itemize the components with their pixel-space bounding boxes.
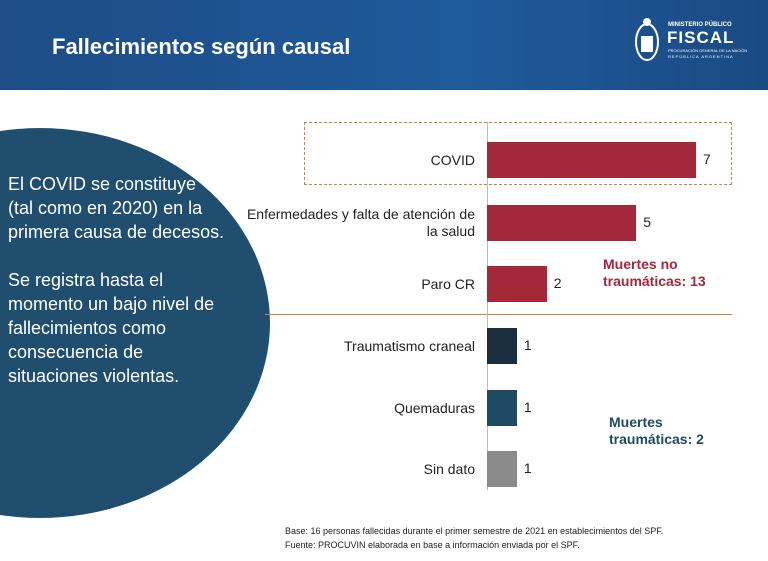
value-label: 1 — [523, 337, 532, 353]
logo-emblem — [635, 18, 659, 61]
value-label: 5 — [643, 214, 652, 230]
bar — [487, 328, 517, 364]
bar — [487, 390, 517, 426]
logo-line: PROCURACIÓN GENERAL DE LA NACIÓN — [668, 48, 748, 53]
side-paragraph: El COVID se constituye (tal como en 2020… — [8, 174, 225, 242]
value-label: 7 — [703, 151, 711, 167]
category-label: Sin dato — [423, 460, 475, 477]
category-label: Paro CR — [421, 275, 475, 292]
category-label: COVID — [430, 151, 475, 168]
bar — [487, 451, 517, 487]
footnote: Fuente: PROCUVIN elaborada en base a inf… — [285, 540, 580, 550]
category-label: Traumatismo craneal — [344, 337, 475, 354]
category-axis — [487, 122, 488, 490]
side-paragraph: Se registra hasta el momento un bajo niv… — [8, 270, 215, 386]
footnote: Base: 16 personas fallecidas durante el … — [285, 526, 664, 536]
annotation: Muertes no traumáticas: 13 — [603, 256, 706, 289]
category-label: Enfermedades y falta de atención de la s… — [246, 206, 475, 239]
slide-title: Fallecimientos según causal — [52, 34, 351, 59]
logo-line: REPÚBLICA ARGENTINA — [668, 54, 734, 59]
side-text: El COVID se constituye (tal como en 2020… — [8, 172, 226, 412]
group-separator — [265, 314, 732, 315]
logo-name: FISCAL — [667, 28, 735, 47]
value-label: 1 — [523, 460, 532, 476]
annotation: Muertes traumáticas: 2 — [609, 414, 704, 447]
bar — [487, 142, 696, 178]
bar — [487, 266, 547, 302]
highlight-box — [304, 122, 732, 185]
logo-line: MINISTERIO PÚBLICO — [668, 22, 732, 28]
value-label: 1 — [523, 399, 532, 415]
bar — [487, 205, 637, 241]
value-label: 2 — [553, 275, 562, 291]
category-label: Quemaduras — [394, 399, 475, 416]
header-band — [0, 0, 768, 90]
